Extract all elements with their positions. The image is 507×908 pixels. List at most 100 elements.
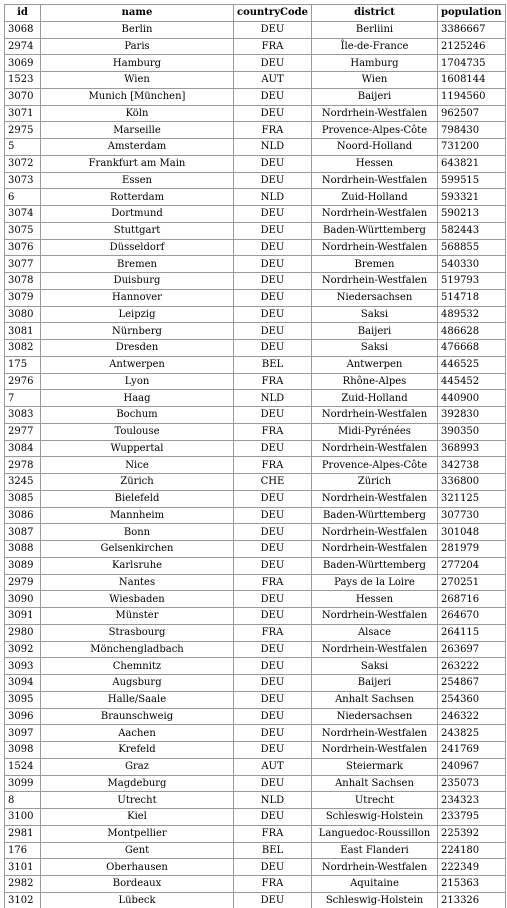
table-row: 3099 Magdeburg DEU Anhalt Sachsen 235073 [5, 775, 506, 792]
cell-country-code: DEU [234, 273, 312, 290]
table-row: 3078 Duisburg DEU Nordrhein-Westfalen 519793 [5, 273, 506, 290]
cell-district: Hamburg [311, 55, 437, 72]
cell-district: Nordrhein-Westfalen [311, 524, 437, 541]
cell-id: 3069 [5, 55, 41, 72]
cell-name: Münster [41, 608, 234, 625]
cell-country-code: DEU [234, 524, 312, 541]
cell-id: 3080 [5, 306, 41, 323]
cell-country-code: DEU [234, 55, 312, 72]
cell-population: 263222 [437, 658, 505, 675]
cell-name: Dresden [41, 340, 234, 357]
cell-population: 798430 [437, 122, 505, 139]
cell-name: Braunschweig [41, 708, 234, 725]
cell-district: Noord-Holland [311, 139, 437, 156]
cell-district: Provence-Alpes-Côte [311, 457, 437, 474]
cell-population: 390350 [437, 423, 505, 440]
cell-population: 263697 [437, 641, 505, 658]
cell-id: 176 [5, 842, 41, 859]
cell-name: Berlin [41, 21, 234, 38]
cell-country-code: DEU [234, 340, 312, 357]
cell-id: 3075 [5, 222, 41, 239]
table-row: 3088 Gelsenkirchen DEU Nordrhein-Westfalen 2… [5, 541, 506, 558]
cell-district: Baijeri [311, 675, 437, 692]
cell-population: 440900 [437, 390, 505, 407]
cell-id: 3088 [5, 541, 41, 558]
cell-district: Nordrhein-Westfalen [311, 407, 437, 424]
table-row: 1524 Graz AUT Steiermark 240967 [5, 758, 506, 775]
cell-district: Hessen [311, 591, 437, 608]
cell-district: Nordrhein-Westfalen [311, 273, 437, 290]
cell-name: Graz [41, 758, 234, 775]
cell-id: 3078 [5, 273, 41, 290]
cell-population: 486628 [437, 323, 505, 340]
cell-district: Nordrhein-Westfalen [311, 641, 437, 658]
cell-district: Schleswig-Holstein [311, 809, 437, 826]
cell-district: Nordrhein-Westfalen [311, 859, 437, 876]
cell-country-code: DEU [234, 725, 312, 742]
cell-population: 368993 [437, 440, 505, 457]
cell-id: 1524 [5, 758, 41, 775]
cell-district: Anhalt Sachsen [311, 691, 437, 708]
cell-population: 224180 [437, 842, 505, 859]
cell-id: 3090 [5, 591, 41, 608]
cell-country-code: DEU [234, 859, 312, 876]
table-row: 3079 Hannover DEU Niedersachsen 514718 [5, 289, 506, 306]
table-row: 3098 Krefeld DEU Nordrhein-Westfalen 241769 [5, 742, 506, 759]
cell-country-code: DEU [234, 507, 312, 524]
cell-population: 233795 [437, 809, 505, 826]
cell-district: Zürich [311, 474, 437, 491]
cell-name: Hannover [41, 289, 234, 306]
cell-name: Magdeburg [41, 775, 234, 792]
cell-name: Bochum [41, 407, 234, 424]
table-row: 2978 Nice FRA Provence-Alpes-Côte 342738 [5, 457, 506, 474]
cell-district: East Flanderi [311, 842, 437, 859]
cell-country-code: DEU [234, 21, 312, 38]
cell-id: 3094 [5, 675, 41, 692]
cell-district: Saksi [311, 340, 437, 357]
cell-population: 342738 [437, 457, 505, 474]
cell-district: Schleswig-Holstein [311, 892, 437, 908]
cell-country-code: DEU [234, 557, 312, 574]
cell-name: Lübeck [41, 892, 234, 908]
cell-district: Nordrhein-Westfalen [311, 725, 437, 742]
cell-country-code: FRA [234, 423, 312, 440]
table-row: 3093 Chemnitz DEU Saksi 263222 [5, 658, 506, 675]
cell-id: 7 [5, 390, 41, 407]
cell-country-code: DEU [234, 892, 312, 908]
cell-population: 281979 [437, 541, 505, 558]
table-row: 3075 Stuttgart DEU Baden-Württemberg 582443 [5, 222, 506, 239]
cell-country-code: NLD [234, 139, 312, 156]
cell-name: Chemnitz [41, 658, 234, 675]
cell-population: 445452 [437, 373, 505, 390]
cell-district: Nordrhein-Westfalen [311, 608, 437, 625]
cell-country-code: AUT [234, 72, 312, 89]
table-row: 3077 Bremen DEU Bremen 540330 [5, 256, 506, 273]
table-row: 3082 Dresden DEU Saksi 476668 [5, 340, 506, 357]
cell-id: 3089 [5, 557, 41, 574]
table-row: 7 Haag NLD Zuid-Holland 440900 [5, 390, 506, 407]
cell-district: Zuid-Holland [311, 189, 437, 206]
cell-id: 3070 [5, 88, 41, 105]
cell-district: Alsace [311, 624, 437, 641]
cell-id: 175 [5, 356, 41, 373]
cell-name: Nantes [41, 574, 234, 591]
cell-country-code: DEU [234, 323, 312, 340]
cell-id: 3093 [5, 658, 41, 675]
cell-population: 246322 [437, 708, 505, 725]
cell-population: 215363 [437, 876, 505, 893]
cell-country-code: BEL [234, 356, 312, 373]
cell-population: 599515 [437, 172, 505, 189]
cell-population: 254360 [437, 691, 505, 708]
cell-id: 3068 [5, 21, 41, 38]
cell-country-code: DEU [234, 306, 312, 323]
cell-id: 2977 [5, 423, 41, 440]
cell-id: 3076 [5, 239, 41, 256]
cell-id: 3086 [5, 507, 41, 524]
cell-population: 643821 [437, 155, 505, 172]
table-row: 2979 Nantes FRA Pays de la Loire 270251 [5, 574, 506, 591]
cell-name: Paris [41, 38, 234, 55]
table-row: 3100 Kiel DEU Schleswig-Holstein 233795 [5, 809, 506, 826]
cell-country-code: DEU [234, 172, 312, 189]
table-row: 3092 Mönchengladbach DEU Nordrhein-Westfale… [5, 641, 506, 658]
cell-name: Stuttgart [41, 222, 234, 239]
